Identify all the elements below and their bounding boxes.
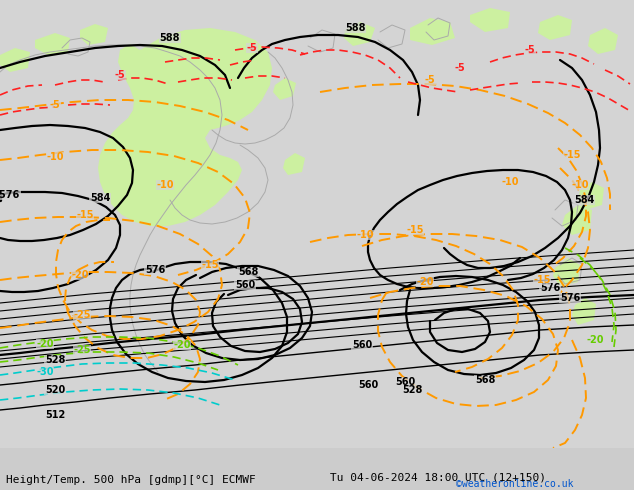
Text: -25: -25 xyxy=(74,345,91,355)
Text: -10: -10 xyxy=(156,180,174,190)
Polygon shape xyxy=(562,205,592,235)
Text: 584: 584 xyxy=(574,195,594,205)
Polygon shape xyxy=(410,18,455,45)
Text: -5: -5 xyxy=(247,43,257,53)
Text: -10: -10 xyxy=(501,177,519,187)
Polygon shape xyxy=(344,22,375,46)
Polygon shape xyxy=(538,15,572,40)
Text: 520: 520 xyxy=(45,385,65,395)
Text: 568: 568 xyxy=(238,267,258,277)
Text: -30: -30 xyxy=(36,367,54,377)
Text: -576: -576 xyxy=(0,190,20,200)
Polygon shape xyxy=(0,48,30,72)
Text: -5: -5 xyxy=(455,63,465,73)
Polygon shape xyxy=(98,28,272,226)
Polygon shape xyxy=(572,298,596,325)
Text: -20: -20 xyxy=(173,340,191,350)
Text: -15: -15 xyxy=(76,210,94,220)
Text: -10: -10 xyxy=(356,230,374,240)
Text: -5: -5 xyxy=(524,45,535,55)
Polygon shape xyxy=(553,258,580,286)
Polygon shape xyxy=(35,33,70,55)
Text: 588: 588 xyxy=(345,23,365,33)
Text: 560: 560 xyxy=(358,380,378,390)
Text: -5: -5 xyxy=(49,100,60,110)
Polygon shape xyxy=(273,78,296,100)
Polygon shape xyxy=(470,8,510,32)
Text: -15: -15 xyxy=(406,225,424,235)
Text: 568: 568 xyxy=(475,375,495,385)
Text: 560: 560 xyxy=(352,340,372,350)
Text: Height/Temp. 500 hPa [gdmp][°C] ECMWF: Height/Temp. 500 hPa [gdmp][°C] ECMWF xyxy=(6,475,256,485)
Text: 576: 576 xyxy=(145,265,165,275)
Text: -15: -15 xyxy=(563,150,581,160)
Text: -15: -15 xyxy=(201,260,219,270)
Text: Tu 04-06-2024 18:00 UTC (12+150): Tu 04-06-2024 18:00 UTC (12+150) xyxy=(330,473,546,483)
Text: 576: 576 xyxy=(560,293,580,303)
Text: 588: 588 xyxy=(160,33,180,43)
Text: 528: 528 xyxy=(45,355,65,365)
Text: -20: -20 xyxy=(36,339,54,349)
Text: -20: -20 xyxy=(417,277,434,287)
Text: 560: 560 xyxy=(235,280,255,290)
Text: -15: -15 xyxy=(533,275,551,285)
Text: ©weatheronline.co.uk: ©weatheronline.co.uk xyxy=(456,479,574,489)
Polygon shape xyxy=(283,153,305,175)
Text: -10: -10 xyxy=(571,180,589,190)
Text: -25: -25 xyxy=(74,310,91,320)
Text: -20: -20 xyxy=(586,335,604,345)
Text: -10: -10 xyxy=(46,152,64,162)
Polygon shape xyxy=(578,182,604,210)
Text: 576: 576 xyxy=(540,283,560,293)
Text: 584: 584 xyxy=(90,193,110,203)
Text: -5: -5 xyxy=(115,70,126,80)
Polygon shape xyxy=(80,24,108,45)
Text: -20: -20 xyxy=(71,270,89,280)
Text: 512: 512 xyxy=(45,410,65,420)
Polygon shape xyxy=(588,28,618,54)
Text: -5: -5 xyxy=(425,75,436,85)
Text: 528: 528 xyxy=(402,385,422,395)
Text: 560: 560 xyxy=(395,377,415,387)
